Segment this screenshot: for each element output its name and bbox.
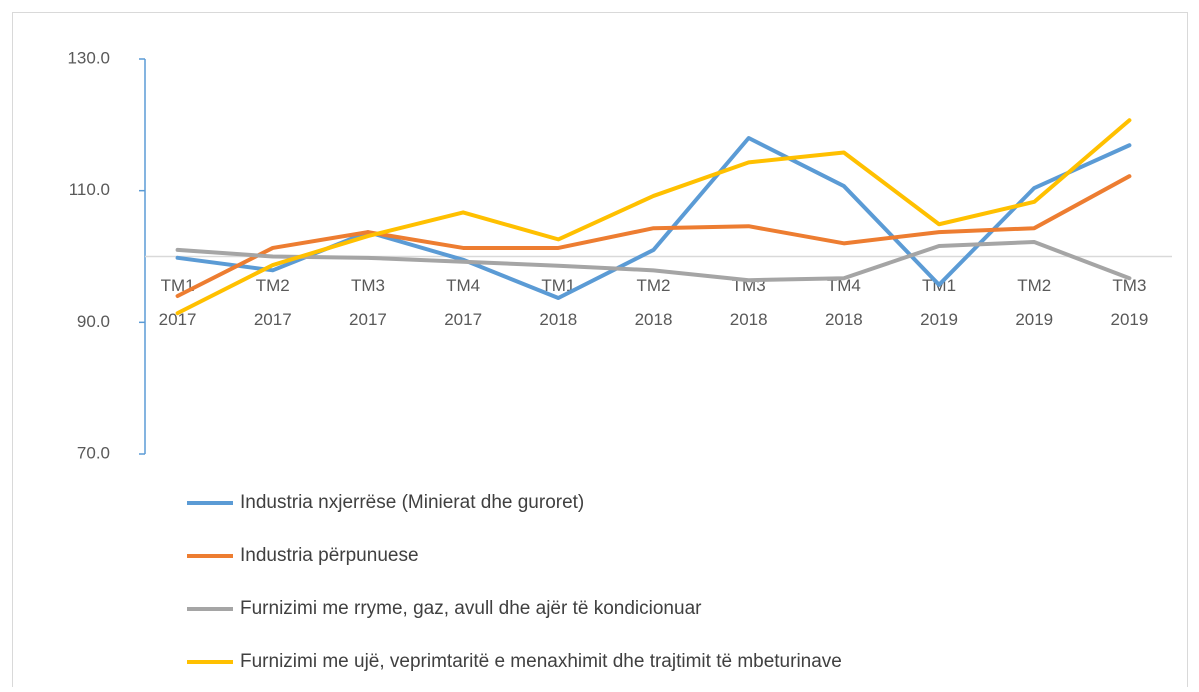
x-tick-label: 2019 [1110, 310, 1148, 329]
y-tick-label: 70.0 [77, 443, 110, 462]
y-tick-label: 110.0 [69, 180, 110, 199]
series-line [175, 240, 1132, 283]
x-tick-label: TM3 [351, 276, 385, 295]
x-tick-label: TM2 [1017, 276, 1051, 295]
x-tick-label: 2019 [1015, 310, 1053, 329]
chart-border [12, 12, 1188, 692]
series-line [175, 174, 1132, 298]
x-tick-label: 2017 [349, 310, 387, 329]
x-tick-label: 2018 [539, 310, 577, 329]
series-line [175, 118, 1132, 316]
x-tick-label: 2018 [825, 310, 863, 329]
x-tick-label: 2017 [159, 310, 197, 329]
x-tick-label: TM4 [446, 276, 480, 295]
x-tick-label: TM2 [256, 276, 290, 295]
x-tick-label: 2017 [254, 310, 292, 329]
x-tick-label: TM1 [541, 276, 575, 295]
x-tick-label: TM2 [637, 276, 671, 295]
y-tick-label: 130.0 [67, 48, 110, 67]
legend: Industria përpunuese [240, 545, 419, 566]
x-tick-label: 2017 [444, 310, 482, 329]
x-tick-label: TM4 [827, 276, 861, 295]
x-tick-label: 2018 [635, 310, 673, 329]
x-tick-label: TM3 [1112, 276, 1146, 295]
legend: Furnizimi me rryme, gaz, avull dhe ajër … [240, 598, 702, 619]
legend: Industria nxjerrëse (Minierat dhe gurore… [240, 492, 584, 513]
legend: Furnizimi me ujë, veprimtaritë e menaxhi… [240, 651, 842, 672]
y-tick-label: 90.0 [77, 312, 110, 331]
x-tick-label: 2018 [730, 310, 768, 329]
x-tick-label: 2019 [920, 310, 958, 329]
